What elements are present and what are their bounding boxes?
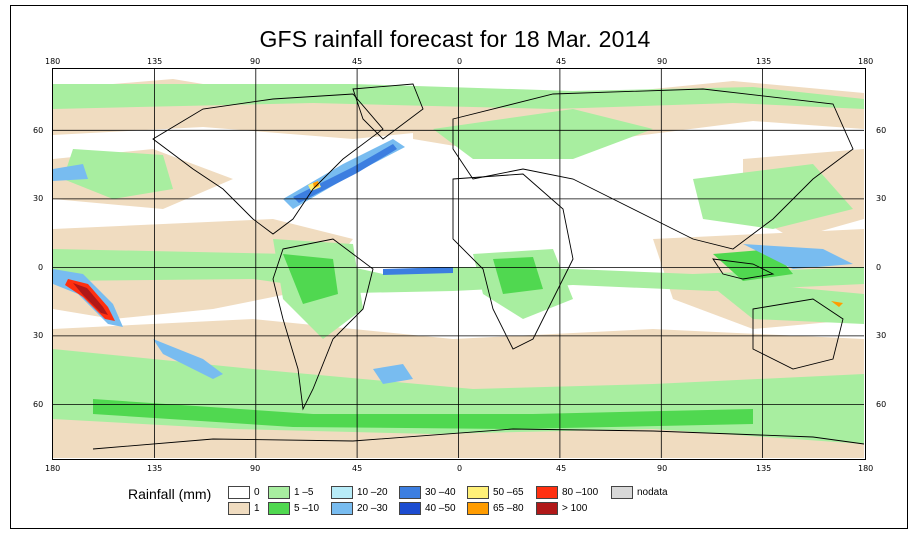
rain-band-20-30mm (53, 164, 88, 181)
map-canvas (53, 69, 864, 458)
top-lon-tick: 180 (45, 57, 61, 66)
legend-swatch (399, 486, 421, 499)
rain-area-5-10mm (93, 399, 753, 429)
right-lat-tick: 60 (876, 400, 887, 409)
top-lon-tick: 90 (250, 57, 261, 66)
legend-item-label: 5 –10 (294, 503, 320, 514)
bottom-lon-tick: 180 (858, 464, 874, 473)
rain-area-1-5mm (693, 164, 853, 229)
coastline-antarctica (92, 428, 864, 450)
top-lon-tick: 135 (756, 57, 772, 66)
legend-swatch (228, 502, 250, 515)
bottom-lon-tick: 180 (45, 464, 61, 473)
legend-item: 5 –10 (268, 502, 319, 515)
legend-item: nodata (611, 486, 668, 499)
legend-swatch (467, 486, 489, 499)
rain-area-5-10mm (493, 257, 543, 294)
legend-swatch (536, 502, 558, 515)
rain-band-20-30mm (743, 244, 853, 269)
coastline-indonesia (712, 258, 775, 280)
legend-item-label: 40 –50 (425, 503, 456, 514)
map-title: GFS rainfall forecast for 18 Mar. 2014 (259, 26, 651, 52)
top-lon-tick: 45 (556, 57, 567, 66)
legend-swatch (536, 486, 558, 499)
legend-item-label: 50 –65 (493, 487, 524, 498)
legend-item: 10 –20 (331, 486, 388, 499)
right-lat-tick: 30 (876, 194, 887, 203)
legend-item: 1 –5 (268, 486, 313, 499)
legend-swatch (268, 486, 290, 499)
legend-item-label: 1 (254, 503, 260, 514)
legend-item: 80 –100 (536, 486, 598, 499)
legend-item: 1 (228, 502, 260, 515)
coastline-greenland (352, 83, 424, 140)
coastline-africa (452, 173, 574, 350)
legend-item-label: 30 –40 (425, 487, 456, 498)
coastline-south-america (272, 238, 374, 411)
top-lon-tick: 180 (858, 57, 874, 66)
bottom-lon-tick: 135 (756, 464, 772, 473)
right-lat-tick: 60 (876, 126, 887, 135)
bottom-lon-tick: 90 (250, 464, 261, 473)
bottom-lon-tick: 90 (657, 464, 668, 473)
top-lon-tick: 135 (147, 57, 163, 66)
legend-item: 0 (228, 486, 260, 499)
legend-item-label: 65 –80 (493, 503, 524, 514)
legend-item-label: 20 –30 (357, 503, 388, 514)
legend-item-label: 0 (254, 487, 260, 498)
rain-area-1-5mm (703, 279, 864, 324)
rain-area-1-5mm (63, 149, 173, 199)
rain-band-65-80mm (313, 181, 319, 188)
right-lat-tick: 30 (876, 331, 887, 340)
rain-band-20-30mm (153, 339, 223, 379)
rain-band-20-30mm (373, 364, 413, 384)
legend-item-label: 80 –100 (562, 487, 599, 498)
right-lat-tick: 0 (876, 263, 882, 272)
graticule-lines (53, 69, 864, 458)
legend-swatch (331, 486, 353, 499)
legend-swatch (611, 486, 633, 499)
left-lat-tick: 60 (33, 400, 44, 409)
legend-item: 50 –65 (467, 486, 524, 499)
rainfall-map (52, 68, 866, 460)
legend-item: > 100 (536, 502, 587, 515)
coastline-australia (752, 298, 844, 370)
rain-band-30-40mm (293, 144, 397, 203)
legend-item: 30 –40 (399, 486, 456, 499)
left-lat-tick: 60 (33, 126, 44, 135)
coastline-eurasia (452, 88, 854, 250)
bottom-lon-tick: 135 (147, 464, 163, 473)
legend-item: 40 –50 (399, 502, 456, 515)
legend-swatch (399, 502, 421, 515)
top-lon-tick: 45 (352, 57, 363, 66)
legend-item: 65 –80 (467, 502, 524, 515)
left-lat-tick: 30 (33, 194, 44, 203)
legend-item-label: 10 –20 (357, 487, 388, 498)
rain-band-over-100mm (73, 283, 108, 315)
top-lon-tick: 90 (657, 57, 668, 66)
rain-area-1-5mm (433, 109, 653, 159)
bottom-lon-tick: 0 (457, 464, 463, 473)
bottom-lon-tick: 45 (352, 464, 363, 473)
legend-item-label: nodata (637, 487, 668, 498)
legend-swatch (331, 502, 353, 515)
legend-swatch (228, 486, 250, 499)
legend-item: 20 –30 (331, 502, 388, 515)
legend-swatch (268, 502, 290, 515)
legend-title: Rainfall (mm) (128, 486, 212, 502)
bottom-lon-tick: 45 (556, 464, 567, 473)
legend-swatch (467, 502, 489, 515)
legend-item-label: 1 –5 (294, 487, 314, 498)
legend-item-label: > 100 (562, 503, 588, 514)
top-lon-tick: 0 (457, 57, 463, 66)
coastline-north-america (152, 93, 384, 235)
left-lat-tick: 30 (33, 331, 44, 340)
left-lat-tick: 0 (38, 263, 44, 272)
figure-frame (10, 5, 908, 529)
rain-area-5-10mm (283, 254, 338, 304)
rain-band-30-40mm (383, 267, 453, 275)
rain-band-65-80mm (831, 301, 843, 307)
